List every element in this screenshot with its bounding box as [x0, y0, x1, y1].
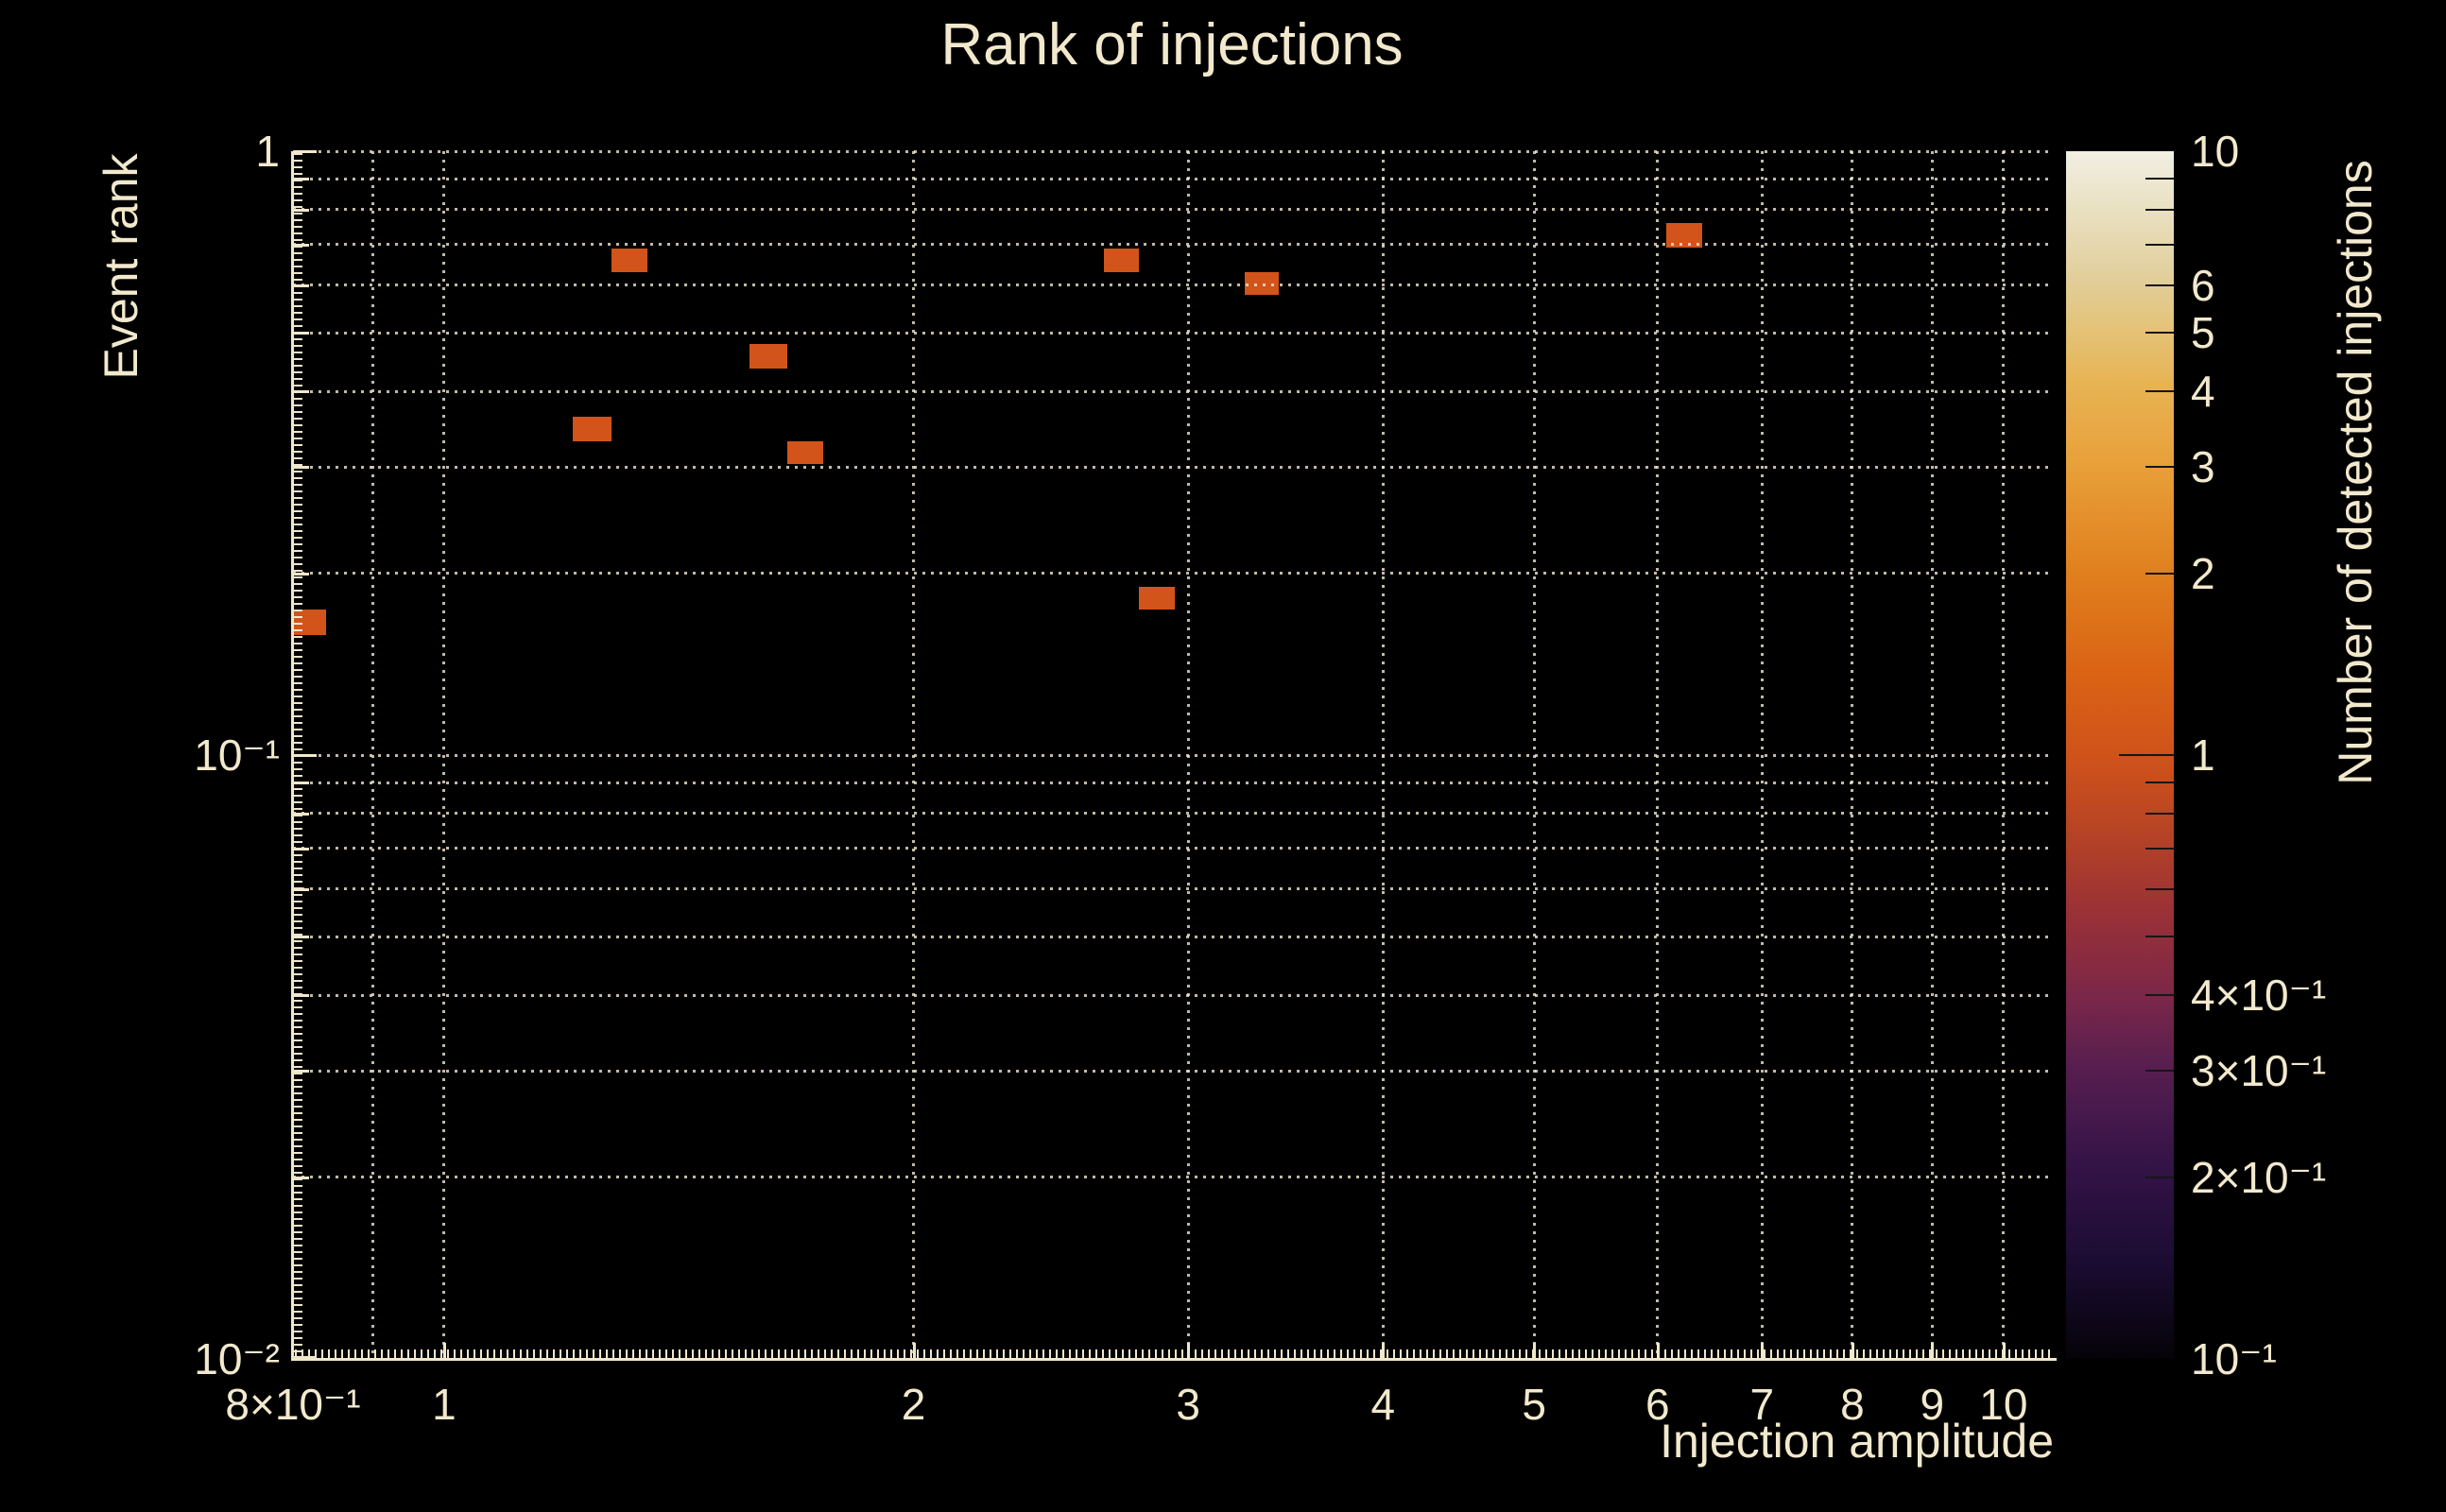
y-axis-title: Event rank	[95, 153, 147, 380]
x-axis-title: Injection amplitude	[1660, 1415, 2054, 1468]
y-gridline	[293, 1069, 2054, 1073]
heatmap-bin	[787, 440, 823, 465]
y-gridline	[293, 389, 2054, 393]
colorbar-tick-label: 10	[2191, 127, 2240, 176]
y-gridline	[293, 935, 2054, 938]
colorbar-tick-label: 6	[2191, 260, 2215, 310]
y-gridline	[293, 465, 2054, 469]
x-gridline	[442, 151, 446, 1359]
colorbar-tick-label: 10⁻¹	[2191, 1334, 2277, 1383]
heatmap-bin	[1666, 223, 1703, 248]
heatmap-bin	[611, 248, 647, 272]
y-gridline	[293, 753, 2054, 757]
colorbar-tick-label: 1	[2191, 730, 2215, 780]
y-gridline	[293, 781, 2054, 784]
x-gridline	[1186, 151, 1190, 1359]
y-axis-tick-comb	[294, 153, 302, 1358]
y-gridline	[293, 887, 2054, 891]
x-gridline	[1760, 151, 1764, 1359]
y-gridline	[293, 331, 2054, 335]
heatmap-bin	[573, 417, 612, 441]
y-gridline	[293, 572, 2054, 576]
y-gridline	[293, 243, 2054, 247]
y-gridline	[293, 284, 2054, 287]
x-axis-spine	[291, 1358, 2057, 1361]
x-gridline	[370, 151, 374, 1359]
colorbar-gradient	[2066, 151, 2174, 1359]
y-gridline	[293, 149, 2054, 153]
y-tick-label: 10⁻¹	[194, 730, 280, 780]
colorbar-tick-label: 2×10⁻¹	[2191, 1152, 2327, 1202]
y-gridline	[293, 208, 2054, 212]
heatmap-bin	[1139, 586, 1175, 610]
heatmap-bin	[749, 344, 788, 369]
x-gridline	[1851, 151, 1854, 1359]
x-tick-label: 1	[432, 1380, 456, 1429]
colorbar-tick-label: 5	[2191, 308, 2215, 358]
x-gridline	[1656, 151, 1660, 1359]
y-gridline	[293, 1176, 2054, 1179]
x-axis-tick-comb	[295, 1349, 2054, 1358]
y-gridline	[293, 812, 2054, 816]
x-tick-label: 2	[901, 1380, 926, 1429]
chart-title: Rank of injections	[940, 12, 1404, 77]
y-axis-spine	[291, 151, 294, 1361]
x-gridline	[912, 151, 916, 1359]
x-tick-label: 4	[1370, 1380, 1396, 1429]
colorbar-tick-label: 3×10⁻¹	[2191, 1046, 2327, 1096]
colorbar-title: Number of detected injections	[2329, 160, 2382, 785]
y-gridline	[293, 847, 2054, 850]
x-gridline	[2002, 151, 2006, 1359]
heatmap-bin	[1104, 248, 1140, 272]
colorbar-tick-label: 3	[2191, 442, 2215, 492]
x-gridline	[1532, 151, 1536, 1359]
x-tick-label: 3	[1176, 1380, 1200, 1429]
colorbar-tick-label: 2	[2191, 548, 2215, 598]
y-gridline	[293, 177, 2054, 180]
x-gridline	[1930, 151, 1934, 1359]
y-gridline	[293, 993, 2054, 997]
x-tick-label: 8×10⁻¹	[225, 1380, 361, 1429]
y-tick-label: 10⁻²	[194, 1334, 280, 1383]
heatmap-bin	[1244, 271, 1280, 296]
x-tick-label: 5	[1522, 1380, 1546, 1429]
x-gridline	[1381, 151, 1385, 1359]
colorbar-tick-label: 4×10⁻¹	[2191, 971, 2327, 1021]
colorbar-tick-label: 4	[2191, 367, 2215, 417]
